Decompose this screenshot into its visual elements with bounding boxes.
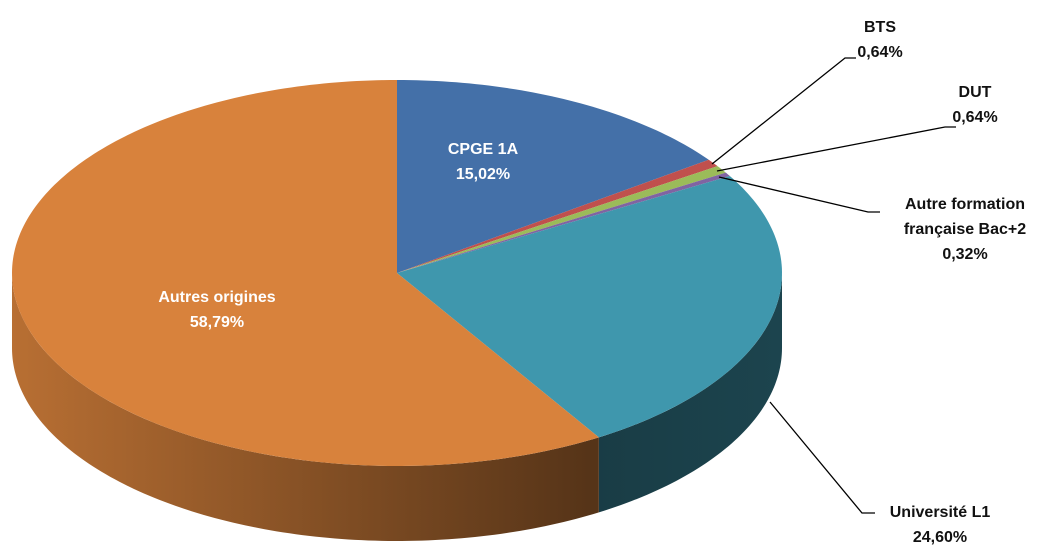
pie-slice — [397, 80, 709, 273]
pie-slice — [12, 80, 599, 466]
slice-value: 0,64% — [857, 44, 903, 61]
slice-name: DUT — [958, 84, 992, 101]
slice-label: DUT 0,64% — [935, 80, 1015, 130]
slice-name: Autre formation française Bac+2 — [903, 196, 1027, 238]
slice-value: 15,02% — [455, 166, 511, 183]
slice-name: CPGE 1A — [447, 141, 519, 158]
slice-value: 24,60% — [912, 529, 968, 546]
slice-label: BTS 0,64% — [840, 15, 920, 65]
pie-slice — [397, 166, 726, 273]
slice-label: CPGE 1A 15,02% — [403, 137, 563, 187]
leader-line — [718, 176, 880, 213]
slice-value: 0,64% — [952, 109, 998, 126]
slice-name: Autres origines — [158, 289, 276, 306]
pie-slice — [397, 172, 730, 273]
slice-label: Autre formation française Bac+2 0,32% — [875, 192, 1055, 267]
slice-name: BTS — [864, 19, 896, 36]
slice-label: Université L1 24,60% — [870, 500, 1010, 550]
slice-label: Autres origines 58,79% — [97, 285, 337, 335]
pie-side — [12, 273, 599, 541]
leader-line — [711, 57, 856, 165]
leader-line — [769, 401, 875, 514]
slice-value: 58,79% — [189, 314, 245, 331]
pie-side — [598, 273, 782, 513]
pie-slice — [397, 175, 782, 438]
slice-value: 0,32% — [942, 246, 988, 263]
leader-line — [716, 126, 956, 172]
slice-name: Université L1 — [889, 504, 991, 521]
pie-slice — [397, 159, 718, 273]
